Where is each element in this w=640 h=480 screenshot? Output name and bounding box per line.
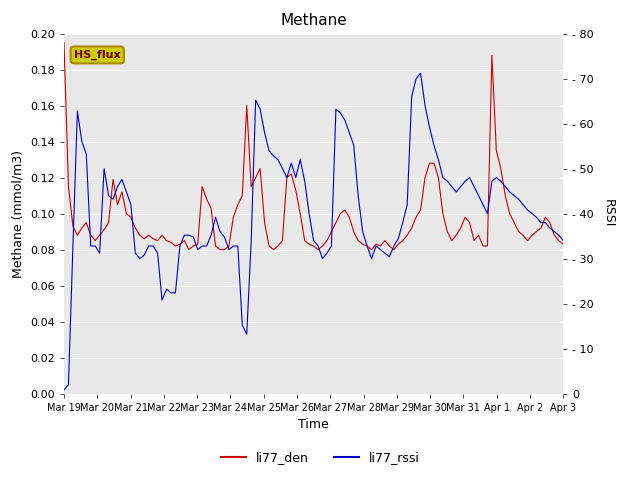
Y-axis label: Methane (mmol/m3): Methane (mmol/m3): [12, 150, 25, 277]
Title: Methane: Methane: [280, 13, 347, 28]
X-axis label: Time: Time: [298, 418, 329, 431]
Legend: li77_den, li77_rssi: li77_den, li77_rssi: [216, 446, 424, 469]
Y-axis label: RSSI: RSSI: [602, 199, 614, 228]
Text: HS_flux: HS_flux: [74, 50, 120, 60]
